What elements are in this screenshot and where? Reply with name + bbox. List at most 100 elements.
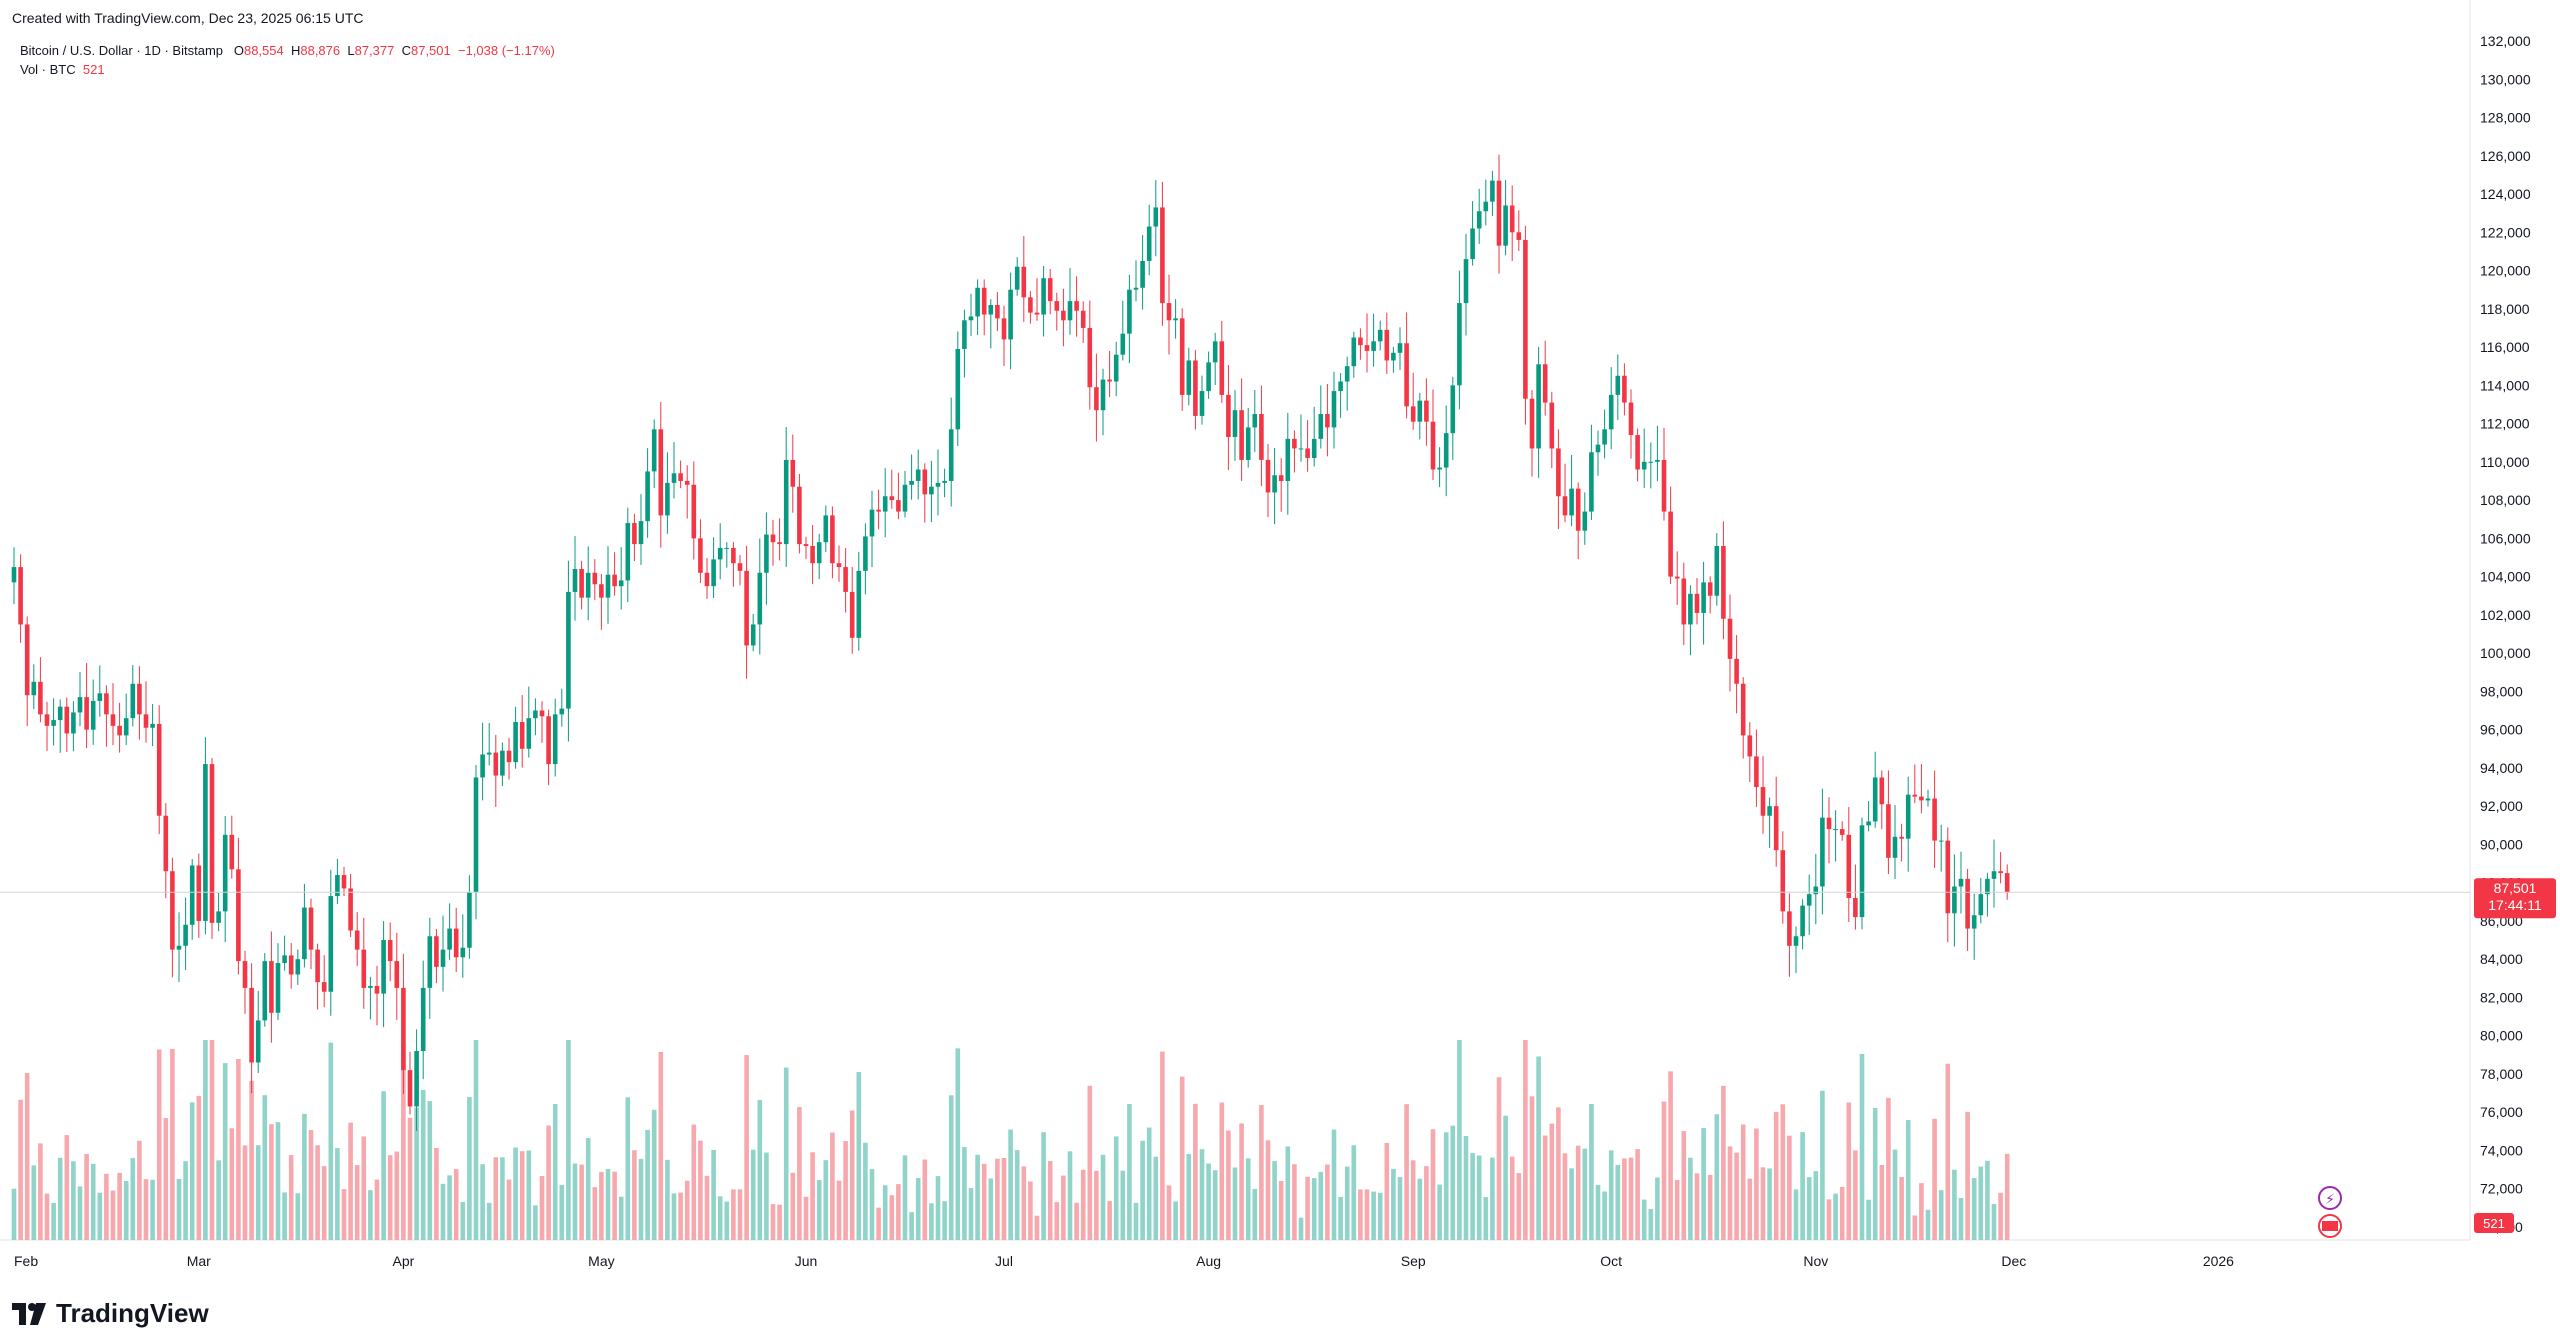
candle-body	[321, 982, 327, 992]
candle-body	[255, 1020, 261, 1063]
volume-bar	[823, 1160, 829, 1240]
candle-body	[1331, 391, 1337, 428]
candle-body	[1034, 312, 1040, 315]
candle-body	[1991, 871, 1997, 879]
tradingview-logo[interactable]: TradingView	[12, 1298, 209, 1329]
volume-bar	[935, 1176, 941, 1240]
volume-bar	[764, 1152, 769, 1240]
volume-bar	[1358, 1189, 1363, 1240]
open-value: 88,554	[243, 43, 284, 58]
time-axis[interactable]: Feb Mar Apr May Jun Jul Aug Sep Oct Nov Dec 2026	[14, 1253, 2234, 1269]
candle-body	[1932, 798, 1937, 841]
candle-body	[506, 750, 512, 763]
candle-body	[123, 718, 129, 736]
volume-bar	[222, 1063, 228, 1240]
candle-body	[249, 987, 254, 1063]
price-axis[interactable]: 132,000 130,000 128,000 126,000 124,000 122,0…	[2480, 33, 2531, 1235]
candle-body	[526, 718, 532, 749]
volume-bar	[1701, 1128, 1706, 1240]
created-with-header: Created with TradingView.com, Dec 23, 20…	[12, 10, 364, 26]
volume-bar	[744, 1055, 749, 1240]
volume-bar	[196, 1095, 202, 1240]
candle-body	[1523, 239, 1528, 399]
candle-body	[1628, 402, 1634, 436]
volume-bar	[1978, 1166, 1984, 1240]
volume-bar	[552, 1104, 558, 1240]
candle-body	[955, 348, 961, 430]
candle-body	[1575, 488, 1581, 531]
candle-body	[387, 940, 393, 962]
volume-bar	[1410, 1160, 1416, 1240]
volume-bar	[533, 1205, 538, 1240]
candle-body	[427, 936, 433, 988]
candle-body	[262, 961, 268, 1021]
volume-bar	[189, 1102, 195, 1240]
candle-body	[579, 568, 584, 598]
candle-body	[1496, 180, 1502, 246]
candle-body	[863, 536, 868, 571]
candle-body	[1259, 414, 1264, 460]
volume-bar	[863, 1142, 868, 1240]
price-tick-label: 98,000	[2480, 683, 2523, 699]
volume-bar	[955, 1048, 961, 1240]
candle-body	[440, 949, 446, 967]
volume-tag-value: 521	[2483, 1216, 2505, 1231]
volume-bar	[269, 1124, 274, 1240]
candle-body	[1641, 461, 1647, 470]
price-tick-label: 74,000	[2480, 1142, 2523, 1158]
flag-icon	[2322, 1221, 2338, 1231]
volume-bar	[777, 1204, 782, 1240]
candle-body	[1688, 593, 1693, 625]
candle-body	[1701, 582, 1706, 613]
candle-body	[1371, 341, 1376, 351]
volume-bar	[929, 1203, 934, 1240]
candle-body	[513, 721, 518, 763]
lightning-event-icon[interactable]	[2318, 1186, 2342, 1210]
candle-body	[1912, 794, 1918, 797]
volume-bar	[1047, 1161, 1053, 1240]
volume-bar	[1325, 1164, 1330, 1240]
candle-body	[1417, 400, 1423, 422]
price-tick-label: 84,000	[2480, 951, 2523, 967]
volume-bar	[816, 1180, 822, 1240]
price-tick-label: 132,000	[2480, 33, 2531, 49]
candle-body	[1245, 427, 1251, 460]
candle-body	[229, 834, 235, 870]
candle-body	[1714, 546, 1720, 596]
volume-bar	[1265, 1140, 1271, 1240]
volume-bar	[156, 1049, 162, 1240]
volume-bar	[968, 1188, 974, 1240]
candle-body	[671, 473, 677, 483]
candle-body	[1384, 329, 1390, 361]
volume-layer	[11, 1040, 2010, 1240]
price-tick-label: 96,000	[2480, 722, 2523, 738]
volume-bar	[843, 1141, 848, 1240]
event-icons[interactable]: ⚡	[2318, 1186, 2342, 1238]
volume-bar	[1853, 1150, 1858, 1240]
volume-bar	[572, 1163, 578, 1240]
volume-bar	[453, 1169, 459, 1240]
candle-body	[1866, 821, 1871, 826]
candle-body	[1239, 410, 1244, 460]
candle-body	[625, 523, 631, 581]
candle-body	[156, 723, 162, 816]
candle-body	[57, 706, 63, 721]
volume-bar	[328, 1042, 334, 1240]
price-tick-label: 94,000	[2480, 760, 2523, 776]
candle-body	[816, 542, 822, 564]
volume-bar	[335, 1148, 340, 1240]
candle-body	[909, 480, 914, 485]
candle-body	[1140, 260, 1145, 288]
time-tick-label: May	[588, 1253, 614, 1269]
volume-bar	[1305, 1176, 1310, 1240]
volume-bar	[97, 1192, 103, 1240]
candle-body	[282, 955, 287, 964]
candle-body	[737, 563, 743, 571]
volume-bar	[236, 1059, 241, 1240]
candle-body	[731, 547, 736, 564]
candle-body	[539, 710, 545, 717]
volume-bar	[1529, 1096, 1535, 1240]
volume-bar	[255, 1145, 261, 1240]
volume-bar	[698, 1140, 703, 1240]
